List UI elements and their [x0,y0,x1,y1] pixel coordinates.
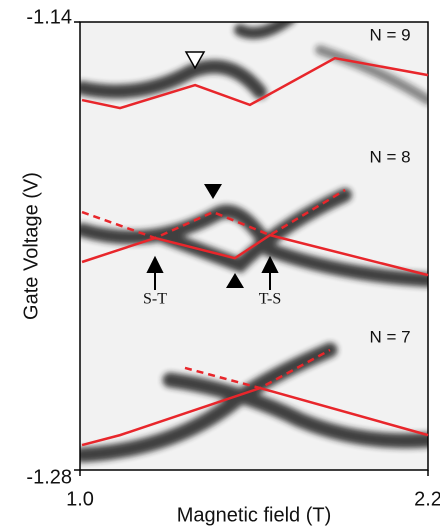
annotation: N = 9 [369,25,410,44]
annotation: N = 8 [369,147,410,166]
annotation: S-T [143,291,167,308]
trace [80,342,338,463]
measurement-image [80,22,428,463]
x-tick-label: 1.0 [66,488,94,510]
y-tick-label: -1.14 [26,6,72,28]
filled-triangle [204,184,222,199]
annotation: T-S [259,291,282,308]
trace [80,59,267,99]
trace [80,204,428,287]
filled-triangle [226,273,244,288]
series-line [184,348,331,390]
open-triangle [184,51,206,70]
annotation: N = 7 [369,327,410,346]
trace [234,22,295,39]
y-axis-title: Gate Voltage (V) [20,172,42,320]
trace [315,45,428,105]
series-line [81,56,429,110]
trace [162,372,428,449]
series-line [81,386,429,447]
series-line [81,188,346,240]
arrow [146,255,164,290]
arrow [261,255,279,290]
y-tick-label: -1.28 [26,466,72,488]
plot-frame [79,21,429,471]
series-line [81,233,429,277]
x-axis-title: Magnetic field (T) [177,504,332,526]
x-tick-label: 2.2 [414,488,440,510]
